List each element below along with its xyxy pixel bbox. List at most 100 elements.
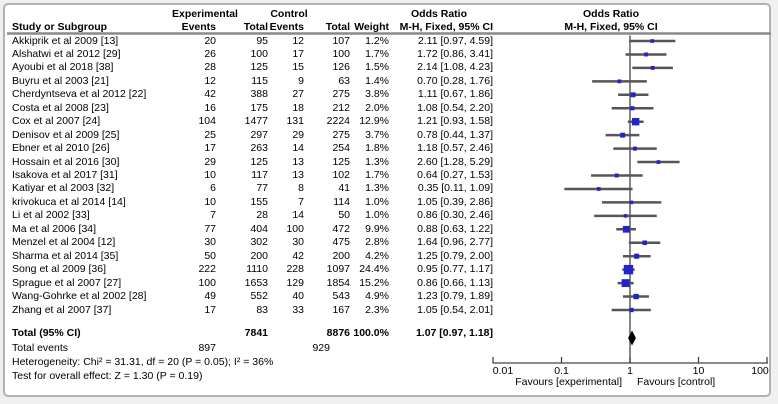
cell-exp_total: 552 [250,290,268,303]
cell-exp_total: 263 [250,142,268,155]
cell-ctrl_events: 30 [292,236,304,249]
cell-weight: 1.3% [365,182,389,195]
cell-exp_total: 83 [256,303,268,316]
cell-weight: 3.8% [365,88,389,101]
cell-exp_events: 42 [204,88,216,101]
heterogeneity-note: Heterogeneity: Chi² = 31.31, df = 20 (P … [12,356,274,368]
table-row: Li et al 2002 [33] 7 28 14 50 1.0% 0.86 [0.30,… [0,209,500,222]
cell-weight: 9.9% [365,222,389,235]
effect-square [644,52,649,57]
cell-weight: 1.0% [365,195,389,208]
cell-ctrl_events: 40 [292,290,304,303]
cell-weight: 1.5% [365,61,389,74]
cell-name: Ebner et al 2010 [26] [12,142,110,155]
effect-square [634,253,640,259]
header-odds-ratio-text: Odds Ratio [410,8,468,20]
cell-ctrl_total: 50 [338,209,350,222]
cell-or_text: 1.25 [0.79, 2.00] [417,249,493,262]
table-row: Costa et al 2008 [23] 16 175 18 212 2.0% 1.08 … [0,102,500,115]
table-row: Akkiprik et al 2009 [13] 20 95 12 107 1.2% 2.1… [0,35,500,48]
cell-exp_total: 175 [250,101,268,114]
cell-exp_total: 125 [250,155,268,168]
cell-name: Song et al 2009 [36] [12,263,106,276]
cell-exp_events: 26 [204,47,216,60]
cell-exp_events: 16 [204,101,216,114]
cell-ctrl_events: 131 [286,115,304,128]
effect-square [620,132,626,138]
cell-or_text: 1.23 [0.79, 1.89] [417,290,493,303]
table-row: Cox et al 2007 [24] 104 1477 131 2224 12.9% 1.… [0,115,500,128]
cell-ctrl_events: 18 [292,101,304,114]
cell-weight: 1.4% [365,74,389,87]
cell-or_text: 1.21 [0.93, 1.58] [417,115,493,128]
header-experimental: Experimental [172,8,238,20]
cell-name: Menzel et al 2004 [12] [12,236,116,249]
cell-name: Wang-Gohrke et al 2002 [28] [12,290,147,303]
cell-ctrl_total: 472 [332,222,350,235]
effect-square [632,146,637,151]
cell-exp_events: 6 [210,182,216,195]
cell-or_text: 0.95 [0.77, 1.17] [417,263,493,276]
cell-exp_total: 1653 [244,276,268,289]
cell-weight: 1.7% [365,47,389,60]
cell-exp_events: 10 [204,195,216,208]
cell-name: Ma et al 2006 [34] [12,222,97,235]
header-ctrl-events: Events [269,21,304,33]
cell-exp_total: 297 [250,128,268,141]
cell-name: Buyru et al 2003 [21] [12,74,109,87]
effect-square [617,79,622,84]
cell-weight: 2.3% [365,303,389,316]
cell-weight: 2.8% [365,236,389,249]
header-method-text: M-H, Fixed, 95% CI [399,21,493,33]
cell-exp_total: 1110 [246,263,268,276]
cell-ctrl_total: 167 [332,303,350,316]
cell-or_text: 1.64 [0.96, 2.77] [417,236,493,249]
effect-square [623,214,628,218]
cell-weight: 12.9% [359,115,389,128]
cell-ctrl_events: 7 [298,195,304,208]
axis-tick-label: 0.1 [554,365,569,377]
cell-exp_events: 25 [204,128,216,141]
cell-weight: 2.0% [365,101,389,114]
table-row: Ma et al 2006 [34] 77 404 100 472 9.9% 0.88 [0… [0,223,500,236]
effect-square [623,264,634,275]
cell-ctrl_total: 2224 [326,115,350,128]
table-row: Buyru et al 2003 [21] 12 115 9 63 1.4% 0.70 [0… [0,75,500,88]
cell-name: Denisov et al 2009 [25] [12,128,120,141]
cell-exp_events: 20 [204,34,216,47]
cell-ctrl_total: 275 [332,128,350,141]
cell-ctrl_events: 9 [298,74,304,87]
effect-square [650,39,655,43]
cell-name: Akkiprik et al 2009 [13] [12,34,119,47]
cell-exp_total: 28 [256,209,268,222]
table-row: Sprague et al 2007 [27] 100 1653 129 1854 15.… [0,277,500,290]
effect-square [642,240,647,246]
table-row: Song et al 2009 [36] 222 1110 228 1097 24.4% 0… [0,263,500,276]
table-row: Zhang et al 2007 [37] 17 83 33 167 2.3% 1.05 [… [0,304,500,317]
cell-weight: 4.2% [365,249,389,262]
cell-ctrl_events: 13 [292,169,304,181]
cell-or_text: 0.70 [0.28, 1.76] [417,74,493,87]
cell-exp_events: 17 [204,303,216,316]
effect-square [629,200,634,205]
cell-ctrl_total: 543 [332,290,350,303]
cell-weight: 15.2% [359,276,389,289]
cell-ctrl_total: 63 [338,74,350,87]
cell-exp_events: 100 [198,276,216,289]
cell-or_text: 0.88 [0.63, 1.22] [417,222,493,235]
header-exp-total: Total [243,21,268,33]
cell-or_text: 0.64 [0.27, 1.53] [417,169,493,181]
cell-or_text: 2.11 [0.97, 4.59] [417,34,493,47]
cell-exp_events: 17 [204,142,216,155]
axis-tick-label: 0.01 [492,365,514,377]
cell-ctrl_events: 29 [292,128,304,141]
cell-name: Alshatwi et al 2012 [29] [12,47,121,60]
cell-name: Li et al 2002 [33] [12,209,90,222]
cell-weight: 24.4% [359,263,389,276]
cell-ctrl_events: 14 [292,209,304,222]
total-diamond [628,330,636,346]
cell-or_text: 0.35 [0.11, 1.09] [417,182,493,195]
effect-square [631,118,640,126]
cell-exp_events: 12 [204,74,216,87]
